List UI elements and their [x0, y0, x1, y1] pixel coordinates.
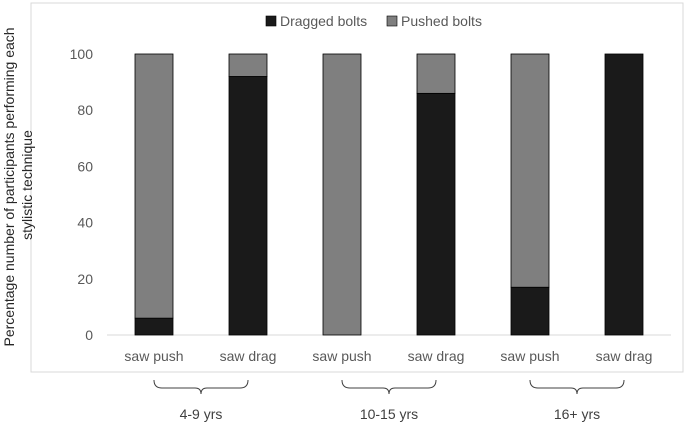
y-tick-label: 0 [85, 327, 93, 343]
legend-swatch [265, 15, 277, 27]
group-label: 4-9 yrs [180, 406, 223, 422]
y-tick-label: 100 [70, 46, 94, 62]
legend-label: Pushed bolts [401, 13, 482, 29]
y-axis-label: Percentage number of participants perfor… [1, 24, 35, 347]
group-bracket [529, 379, 625, 395]
bar-segment [510, 53, 550, 288]
bar-segment [416, 92, 456, 336]
bar-segment [228, 53, 268, 77]
x-category-label: saw push [312, 348, 371, 364]
legend-label: Dragged bolts [280, 13, 367, 29]
y-tick-label: 60 [77, 158, 93, 174]
y-tick-label: 20 [77, 271, 93, 287]
legend: Dragged bolts Pushed bolts [265, 13, 482, 29]
legend-swatch [386, 15, 398, 27]
group-brackets: 4-9 yrs 10-15 yrs 16+ yrs [153, 379, 625, 422]
bar-segment [322, 53, 362, 336]
bar-segment [416, 53, 456, 94]
bar-segment [510, 286, 550, 336]
y-axis-label-line: Percentage number of participants perfor… [1, 27, 17, 346]
bars [134, 53, 644, 336]
bar-segment [228, 76, 268, 336]
bar-segment [134, 53, 174, 319]
group-label: 10-15 yrs [360, 406, 418, 422]
x-category-label: saw drag [596, 348, 653, 364]
group-bracket [341, 379, 437, 395]
bar-segment [604, 53, 644, 336]
group-bracket [153, 379, 249, 395]
x-category-label: saw drag [220, 348, 277, 364]
bar-segment [134, 317, 174, 336]
x-category-label: saw drag [408, 348, 465, 364]
y-axis-label-line: stylistic technique [19, 130, 35, 240]
group-label: 16+ yrs [554, 406, 600, 422]
x-axis: saw push saw drag saw push saw drag saw push… [124, 348, 652, 364]
y-tick-label: 80 [77, 102, 93, 118]
x-category-label: saw push [124, 348, 183, 364]
y-tick-label: 40 [77, 215, 93, 231]
y-axis: 0 20 40 60 80 100 [70, 46, 671, 343]
x-category-label: saw push [500, 348, 559, 364]
